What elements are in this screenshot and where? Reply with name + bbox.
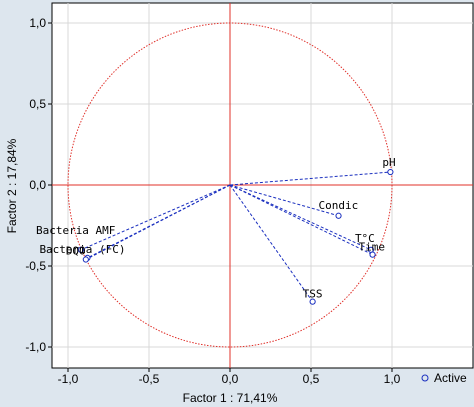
label-tss: TSS: [303, 288, 323, 301]
label-time: Time: [359, 241, 386, 254]
x-axis-title: Factor 1 : 71,41%: [183, 391, 278, 405]
grid: [52, 3, 473, 368]
vector-condic: [229, 184, 339, 217]
label-dqo: DQO: [66, 245, 86, 258]
x-tick-label: 0,5: [303, 372, 320, 386]
x-ticks: -1,0 -0,5 0,0 0,5 1,0: [58, 368, 401, 386]
point-time: [369, 251, 376, 258]
y-tick-label: -1,0: [25, 340, 46, 354]
y-tick-label: -0,5: [25, 259, 46, 273]
point-ph: [387, 168, 394, 176]
point-condic: [335, 212, 342, 219]
vector-tss: [229, 184, 314, 302]
legend-marker: [421, 374, 429, 382]
points: [77, 168, 394, 305]
y-tick-label: 0,0: [29, 178, 46, 192]
x-tick-label: 1,0: [384, 372, 401, 386]
label-bacteria-amf: Bacteria AMF: [36, 224, 115, 237]
vector-bacteria-amf: [80, 184, 231, 251]
y-ticks: 1,0 0,5 0,0 -0,5 -1,0: [25, 16, 52, 354]
point-dqo: [82, 256, 89, 263]
x-tick-label: 0,0: [222, 372, 239, 386]
point-tss: [309, 298, 316, 305]
y-tick-label: 0,5: [29, 97, 46, 111]
vector-t-c: [229, 184, 372, 251]
label-bacteria-fc-: Bacteria (FC): [39, 243, 125, 256]
vector-dqo: [85, 184, 231, 260]
y-axis-title: Factor 2 : 17,84%: [5, 138, 19, 233]
vector-ph: [229, 171, 391, 186]
x-tick-label: -1,0: [58, 372, 79, 386]
vector-time: [229, 184, 373, 256]
x-tick-label: -0,5: [139, 372, 160, 386]
legend-label: Active: [434, 371, 467, 385]
y-tick-label: 1,0: [29, 16, 46, 30]
label-ph: pH: [382, 156, 395, 169]
label-t-c: T°C: [355, 232, 375, 245]
label-condic: Condic: [319, 199, 359, 212]
vectors: [80, 171, 391, 302]
point-bacteria-amf: [77, 246, 85, 253]
legend: Active: [421, 371, 467, 385]
